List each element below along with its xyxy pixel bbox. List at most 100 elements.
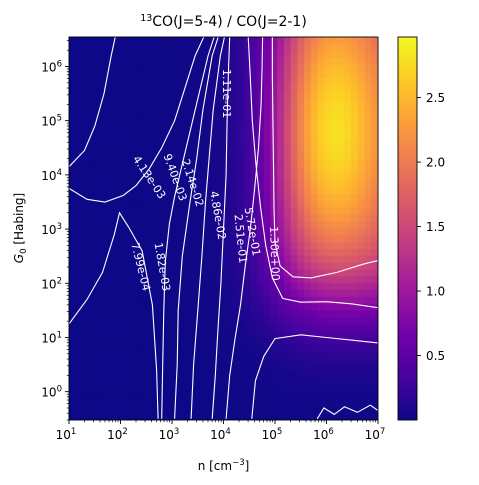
heatmap-cell [330,276,339,284]
heatmap-cell [169,290,178,298]
heatmap-cell [297,406,305,414]
heatmap-cell [263,84,272,93]
heatmap-cell [136,372,144,380]
heatmap-cell [310,221,319,230]
heatmap-cell [223,249,231,257]
heatmap-cell [129,358,137,366]
heatmap-cell [95,262,104,271]
heatmap-cell [330,310,339,319]
heatmap-cell [364,392,372,401]
heatmap-cell [149,119,157,127]
heatmap-cell [364,71,372,79]
heatmap-cell [277,125,285,134]
heatmap-cell [149,201,157,209]
heatmap-cell [210,50,218,59]
heatmap-cell [290,269,298,277]
heatmap-cell [357,255,366,264]
heatmap-cell [364,296,372,305]
heatmap-cell [75,255,84,264]
heatmap-cell [176,139,184,148]
heatmap-cell [109,57,117,65]
heatmap-cell [163,173,171,182]
heatmap-cell [129,146,137,154]
heatmap-cell [203,290,211,298]
heatmap-cell [89,166,97,175]
heatmap-cell [69,242,77,250]
heatmap-cell [109,331,117,339]
heatmap-cell [163,358,171,366]
heatmap-cell [95,255,104,264]
heatmap-cell [176,262,184,271]
heatmap-cell [236,43,245,52]
heatmap-cell [216,255,225,264]
heatmap-cell [317,399,325,407]
heatmap-cell [189,84,198,93]
heatmap-cell [364,37,372,45]
heatmap-cell [69,50,77,59]
heatmap-cell [277,132,285,141]
heatmap-cell [263,296,272,305]
heatmap-cell [109,406,117,414]
heatmap-cell [351,187,359,195]
heatmap-cell [236,71,245,79]
heatmap-cell [210,235,218,243]
heatmap-cell [270,324,278,332]
heatmap-cell [109,125,117,134]
heatmap-cell [136,358,144,366]
heatmap-cell [364,64,372,72]
heatmap-cell [257,91,265,100]
heatmap-cell [330,105,339,113]
heatmap-cell [337,160,346,168]
heatmap-cell [357,57,366,65]
heatmap-cell [243,317,251,325]
heatmap-cell [75,180,84,189]
heatmap-cell [297,57,305,65]
heatmap-cell [250,180,258,189]
heatmap-cell [149,242,157,250]
heatmap-cell [156,139,164,148]
heatmap-cell [210,365,218,373]
heatmap-cell [109,269,117,277]
heatmap-cell [364,187,372,195]
heatmap-cell [216,64,225,72]
heatmap-cell [317,337,325,346]
heatmap-cell [189,413,198,420]
heatmap-cell [304,57,312,65]
heatmap-cell [330,214,339,223]
heatmap-cell [283,91,292,100]
heatmap-cell [337,207,346,216]
heatmap-cell [250,310,258,319]
heatmap-cell [196,372,204,380]
heatmap-cell [236,207,245,216]
heatmap-cell [337,221,346,230]
heatmap-cell [223,78,231,86]
heatmap-cell [169,337,178,346]
heatmap-cell [210,317,218,325]
heatmap-cell [116,221,124,230]
heatmap-cell [89,372,97,380]
heatmap-cell [216,235,225,243]
heatmap-cell [270,358,278,366]
heatmap-cell [149,105,157,113]
heatmap-cell [250,112,258,120]
heatmap-cell [196,214,204,223]
heatmap-cell [290,43,298,52]
heatmap-cell [176,194,184,202]
heatmap-cell [149,392,157,401]
heatmap-cell [183,317,191,325]
heatmap-cell [216,160,225,168]
heatmap-cell [357,160,366,168]
heatmap-cell [210,180,218,189]
heatmap-cell [310,119,319,127]
heatmap-cell [129,84,137,93]
heatmap-cell [250,344,258,353]
heatmap-cell [169,378,178,387]
heatmap-cell [230,228,238,236]
heatmap-cell [304,153,312,161]
heatmap-cell [129,262,137,271]
heatmap-cell [304,98,312,106]
heatmap-cell [344,146,352,154]
heatmap-cell [89,194,97,202]
heatmap-cell [122,98,131,106]
heatmap-cell [263,235,272,243]
